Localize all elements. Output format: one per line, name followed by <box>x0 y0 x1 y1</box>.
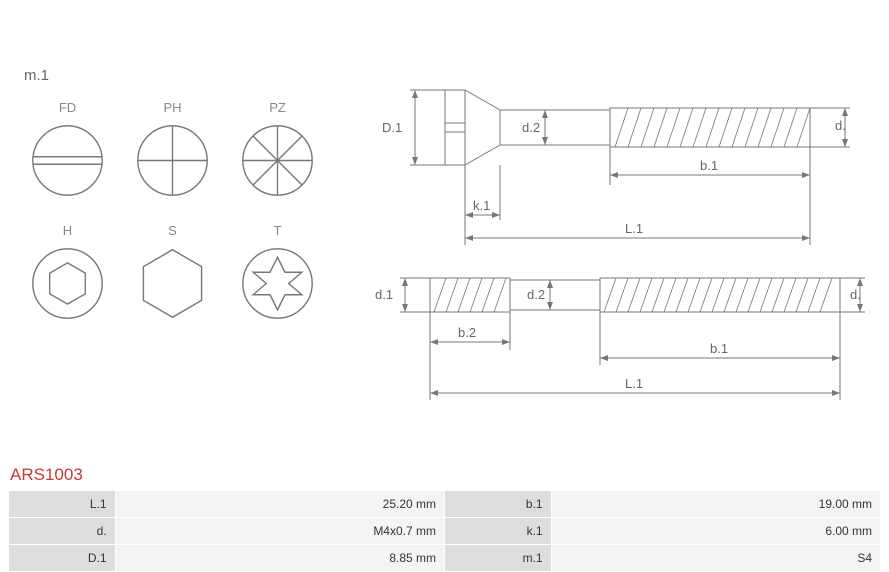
spec-value: S4 <box>552 545 880 571</box>
spec-label: d. <box>9 518 115 544</box>
head-row-2: H S T <box>30 223 315 326</box>
screw-1: D.1 d.2 d. k.1 b.1 L.1 <box>382 90 850 245</box>
dim2-b2: b.2 <box>458 325 476 340</box>
head-h: H <box>30 223 105 326</box>
dim2-d2: d.2 <box>527 287 545 302</box>
spec-label: D.1 <box>9 545 115 571</box>
head-types-grid: FD PH PZ H S T <box>30 100 315 346</box>
dim2-d1: d.1 <box>375 287 393 302</box>
phillips-icon <box>135 123 210 198</box>
head-ph: PH <box>135 100 210 203</box>
dim-L1: L.1 <box>625 221 643 236</box>
spec-value: 25.20 mm <box>116 491 444 517</box>
spec-value: 6.00 mm <box>552 518 880 544</box>
head-label: PZ <box>240 100 315 115</box>
hex-external-icon <box>135 246 210 321</box>
m1-label: m.1 <box>24 67 49 84</box>
table-row: d. M4x0.7 mm k.1 6.00 mm <box>9 518 880 544</box>
head-label: S <box>135 223 210 238</box>
head-pz: PZ <box>240 100 315 203</box>
diagram-area: m.1 FD PH PZ H S <box>0 0 889 450</box>
dim2-L1: L.1 <box>625 376 643 391</box>
head-t: T <box>240 223 315 326</box>
head-row-1: FD PH PZ <box>30 100 315 203</box>
head-label: FD <box>30 100 105 115</box>
spec-value: M4x0.7 mm <box>116 518 444 544</box>
spec-value: 8.85 mm <box>116 545 444 571</box>
dim-b1: b.1 <box>700 158 718 173</box>
dim-d2: d.2 <box>522 120 540 135</box>
spec-label: m.1 <box>445 545 551 571</box>
dim2-b1: b.1 <box>710 341 728 356</box>
dim-k1: k.1 <box>473 198 490 213</box>
head-fd: FD <box>30 100 105 203</box>
torx-icon <box>240 246 315 321</box>
hex-socket-icon <box>30 246 105 321</box>
spec-value: 19.00 mm <box>552 491 880 517</box>
dim-D1: D.1 <box>382 120 402 135</box>
head-s: S <box>135 223 210 326</box>
spec-label: b.1 <box>445 491 551 517</box>
head-label: T <box>240 223 315 238</box>
head-label: PH <box>135 100 210 115</box>
table-row: L.1 25.20 mm b.1 19.00 mm <box>9 491 880 517</box>
slot-icon <box>30 123 105 198</box>
table-row: D.1 8.85 mm m.1 S4 <box>9 545 880 571</box>
head-label: H <box>30 223 105 238</box>
dim2-d: d. <box>850 287 861 302</box>
dim-d: d. <box>835 118 846 133</box>
pozidriv-icon <box>240 123 315 198</box>
screw-drawings: D.1 d.2 d. k.1 b.1 L.1 <box>370 60 870 420</box>
spec-label: k.1 <box>445 518 551 544</box>
spec-label: L.1 <box>9 491 115 517</box>
spec-table: L.1 25.20 mm b.1 19.00 mm d. M4x0.7 mm k… <box>8 490 881 572</box>
screw-2: d.1 d.2 d. b.2 b.1 L.1 <box>375 278 865 400</box>
part-title: ARS1003 <box>10 465 83 485</box>
